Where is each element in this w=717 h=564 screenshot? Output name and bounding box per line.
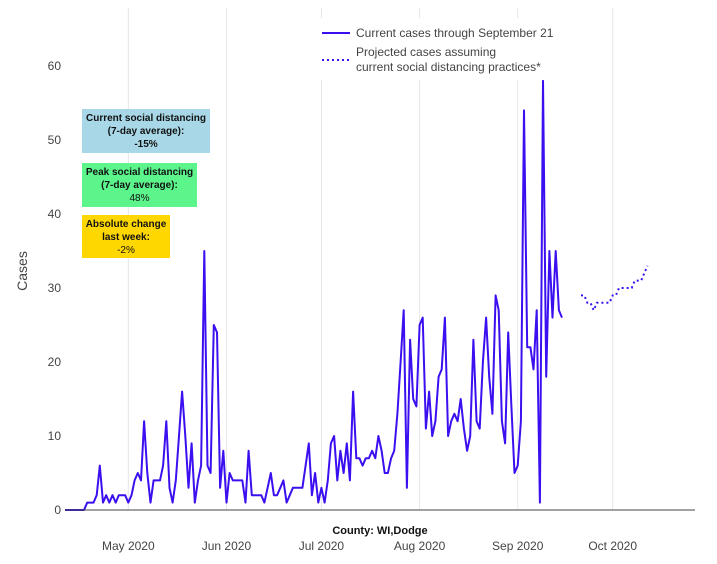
annotation-text-0-1: (7-day average): [108, 126, 185, 137]
annotation-text-1-2: 48% [129, 193, 149, 204]
legend-label-projected-0: Projected cases assuming [356, 45, 496, 59]
annotation-box-1 [82, 163, 197, 207]
y-tick-label-3: 30 [48, 281, 62, 295]
y-tick-label-5: 50 [48, 133, 62, 147]
x-tick-label-2: Jul 2020 [299, 539, 345, 553]
series-line-current [65, 79, 563, 511]
x-tick-label-5: Oct 2020 [588, 539, 637, 553]
annotation-text-0-0: Current social distancing [86, 113, 206, 124]
annotation-text-1-1: (7-day average): [101, 180, 178, 191]
y-axis-title: Cases [14, 251, 30, 291]
y-tick-label-4: 40 [48, 207, 62, 221]
annotation-text-2-1: last week: [102, 232, 150, 243]
y-tick-label-1: 10 [48, 429, 62, 443]
annotation-boxes: Current social distancing (7-day average)… [82, 109, 210, 258]
x-axis-ticks: May 2020 Jun 2020 Jul 2020 Aug 2020 Sep 2020… [102, 539, 637, 553]
vertical-gridlines [127, 8, 614, 510]
series-lines [65, 79, 649, 511]
annotation-text-1-0: Peak social distancing [86, 167, 193, 178]
y-tick-label-6: 60 [48, 59, 62, 73]
annotation-box-2 [82, 215, 170, 258]
legend: Current cases through September 21 Projec… [312, 18, 572, 80]
annotation-text-2-0: Absolute change [86, 219, 167, 230]
x-tick-label-0: May 2020 [102, 539, 155, 553]
series-line-projected [581, 265, 649, 312]
y-axis-ticks: 0 10 20 30 40 50 60 [48, 59, 62, 517]
annotation-text-0-2: -15% [134, 139, 157, 150]
x-tick-label-3: Aug 2020 [394, 539, 446, 553]
legend-background [312, 18, 572, 80]
x-axis-title: County: WI,Dodge [332, 525, 427, 537]
legend-label-projected-1: current social distancing practices* [356, 60, 541, 74]
legend-label-current: Current cases through September 21 [356, 26, 554, 40]
x-tick-label-1: Jun 2020 [202, 539, 252, 553]
y-tick-label-2: 20 [48, 355, 62, 369]
annotation-text-2-2: -2% [117, 245, 135, 256]
y-tick-label-0: 0 [54, 503, 61, 517]
annotation-box-0 [82, 109, 210, 153]
x-tick-label-4: Sep 2020 [492, 539, 544, 553]
